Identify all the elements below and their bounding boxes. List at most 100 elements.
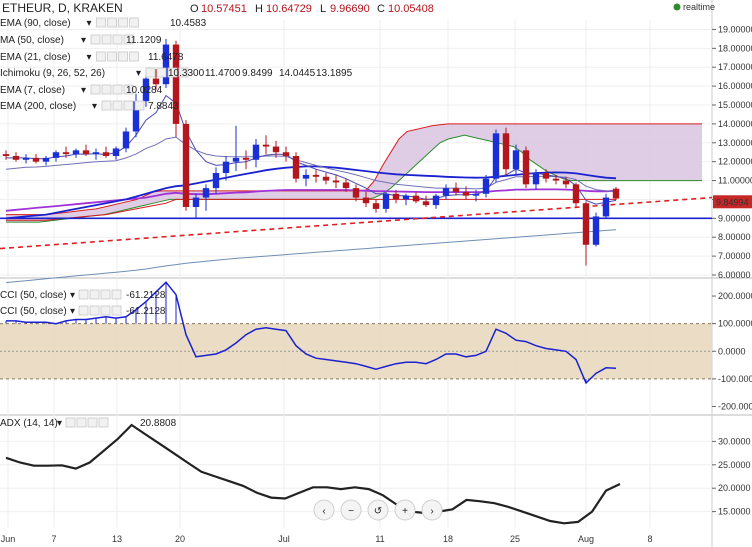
- chevron-down-icon[interactable]: ▾: [136, 68, 141, 79]
- candle-body: [532, 173, 540, 185]
- more-icon[interactable]: [134, 100, 145, 111]
- settings-icon[interactable]: [107, 51, 117, 62]
- ohlc-readout: O 10.57451 H 10.64729 L 9.96690 C 10.054…: [190, 3, 434, 15]
- settings-icon[interactable]: [101, 34, 112, 45]
- chevron-down-icon[interactable]: ▾: [70, 290, 75, 301]
- close-icon[interactable]: [118, 51, 128, 62]
- axes: 19.0000018.0000017.0000016.0000015.00000…: [1, 24, 752, 544]
- more-icon[interactable]: [129, 51, 139, 62]
- price-tick-label: 8.00000: [718, 232, 751, 242]
- eye-icon[interactable]: [96, 51, 106, 62]
- scroll-left-icon: ‹: [322, 506, 325, 517]
- candle-body: [402, 195, 410, 200]
- price-tick-label: 13.00000: [718, 138, 752, 148]
- candle-body: [202, 188, 210, 198]
- zoom-out-button[interactable]: [340, 499, 362, 521]
- price-tick-label: 17.00000: [718, 62, 752, 72]
- more-icon[interactable]: [98, 417, 109, 428]
- candle-body: [122, 131, 130, 149]
- candle-body: [362, 197, 370, 204]
- more-icon[interactable]: [123, 84, 134, 95]
- candle-body: [162, 44, 170, 85]
- candle-body: [242, 157, 250, 160]
- settings-icon[interactable]: [156, 67, 167, 78]
- adx-tick-label: 25.0000: [718, 460, 751, 470]
- x-tick-label: Aug: [578, 534, 594, 544]
- more-icon[interactable]: [123, 34, 134, 45]
- eye-icon[interactable]: [90, 34, 101, 45]
- close-icon[interactable]: [100, 305, 111, 316]
- indicator-name: EMA (90, close): [0, 18, 71, 29]
- settings-icon[interactable]: [89, 305, 100, 316]
- close-icon[interactable]: [112, 84, 123, 95]
- candle-body: [272, 146, 280, 153]
- settings-icon[interactable]: [89, 289, 100, 300]
- indicator-name: Ichimoku (9, 26, 52, 26): [0, 68, 105, 79]
- eye-icon[interactable]: [78, 289, 89, 300]
- adx-tick-label: 30.0000: [718, 436, 751, 446]
- ema21-line: [5, 136, 617, 193]
- x-tick-label: 7: [51, 534, 56, 544]
- more-icon[interactable]: [178, 67, 189, 78]
- chevron-down-icon[interactable]: ▾: [92, 101, 97, 112]
- price-tick-label: 16.00000: [718, 81, 752, 91]
- low-label: L: [320, 3, 326, 15]
- eye-icon[interactable]: [96, 17, 106, 28]
- indicator-value: 10.4583: [170, 18, 207, 29]
- eye-icon[interactable]: [65, 417, 76, 428]
- eye-icon[interactable]: [145, 67, 156, 78]
- chevron-down-icon[interactable]: ▾: [87, 18, 92, 29]
- high-value: 10.64729: [266, 3, 312, 15]
- candle-body: [12, 156, 20, 160]
- cci-tick-label: -200.0000: [718, 401, 752, 411]
- candle-body: [512, 150, 520, 170]
- candle-body: [222, 161, 230, 173]
- indicator-value: 9.8499: [242, 68, 273, 79]
- candle-body: [102, 152, 110, 156]
- close-icon[interactable]: [118, 17, 128, 28]
- chevron-down-icon[interactable]: ▾: [81, 85, 86, 96]
- eye-icon[interactable]: [78, 305, 89, 316]
- close-icon[interactable]: [100, 289, 111, 300]
- zoom-in-button[interactable]: [394, 499, 416, 521]
- eye-icon[interactable]: [101, 100, 112, 111]
- chevron-down-icon[interactable]: ▾: [81, 35, 86, 46]
- more-icon[interactable]: [129, 17, 139, 28]
- candle-body: [182, 123, 190, 207]
- candle-body: [232, 157, 240, 162]
- price-tick-label: 19.00000: [718, 24, 752, 34]
- eye-icon[interactable]: [90, 84, 101, 95]
- candle-body: [22, 157, 30, 160]
- close-icon[interactable]: [112, 34, 123, 45]
- chevron-down-icon[interactable]: ▾: [70, 306, 75, 317]
- price-tick-label: 7.00000: [718, 251, 751, 261]
- zoom-out-icon: −: [348, 506, 354, 517]
- settings-icon[interactable]: [76, 417, 87, 428]
- close-icon[interactable]: [123, 100, 134, 111]
- reset-button[interactable]: [367, 499, 389, 521]
- price-tick-label: 18.00000: [718, 43, 752, 53]
- x-tick-label: 18: [443, 534, 453, 544]
- settings-icon[interactable]: [112, 100, 123, 111]
- more-icon[interactable]: [111, 305, 122, 316]
- chevron-down-icon[interactable]: ▾: [87, 52, 92, 63]
- settings-icon[interactable]: [101, 84, 112, 95]
- close-icon[interactable]: [87, 417, 98, 428]
- close-icon[interactable]: [167, 67, 178, 78]
- more-icon[interactable]: [111, 289, 122, 300]
- scroll-left-button[interactable]: [313, 499, 335, 521]
- candle-body: [262, 144, 270, 147]
- settings-icon[interactable]: [107, 17, 117, 28]
- reset-icon: ↺: [374, 506, 382, 517]
- x-tick-label: Jul: [278, 534, 290, 544]
- chevron-down-icon[interactable]: ▾: [57, 418, 62, 429]
- candle-body: [412, 195, 420, 202]
- cci-legend-name: CCI (50, close): [0, 306, 67, 317]
- candle-body: [492, 133, 500, 179]
- high-label: H: [255, 3, 263, 15]
- chart-title: ETHEUR, D, KRAKEN: [2, 1, 123, 15]
- price-tick-label: 6.00000: [718, 270, 751, 280]
- candle-body: [542, 173, 550, 179]
- scroll-right-button[interactable]: [421, 499, 443, 521]
- cloud-area: [6, 123, 702, 223]
